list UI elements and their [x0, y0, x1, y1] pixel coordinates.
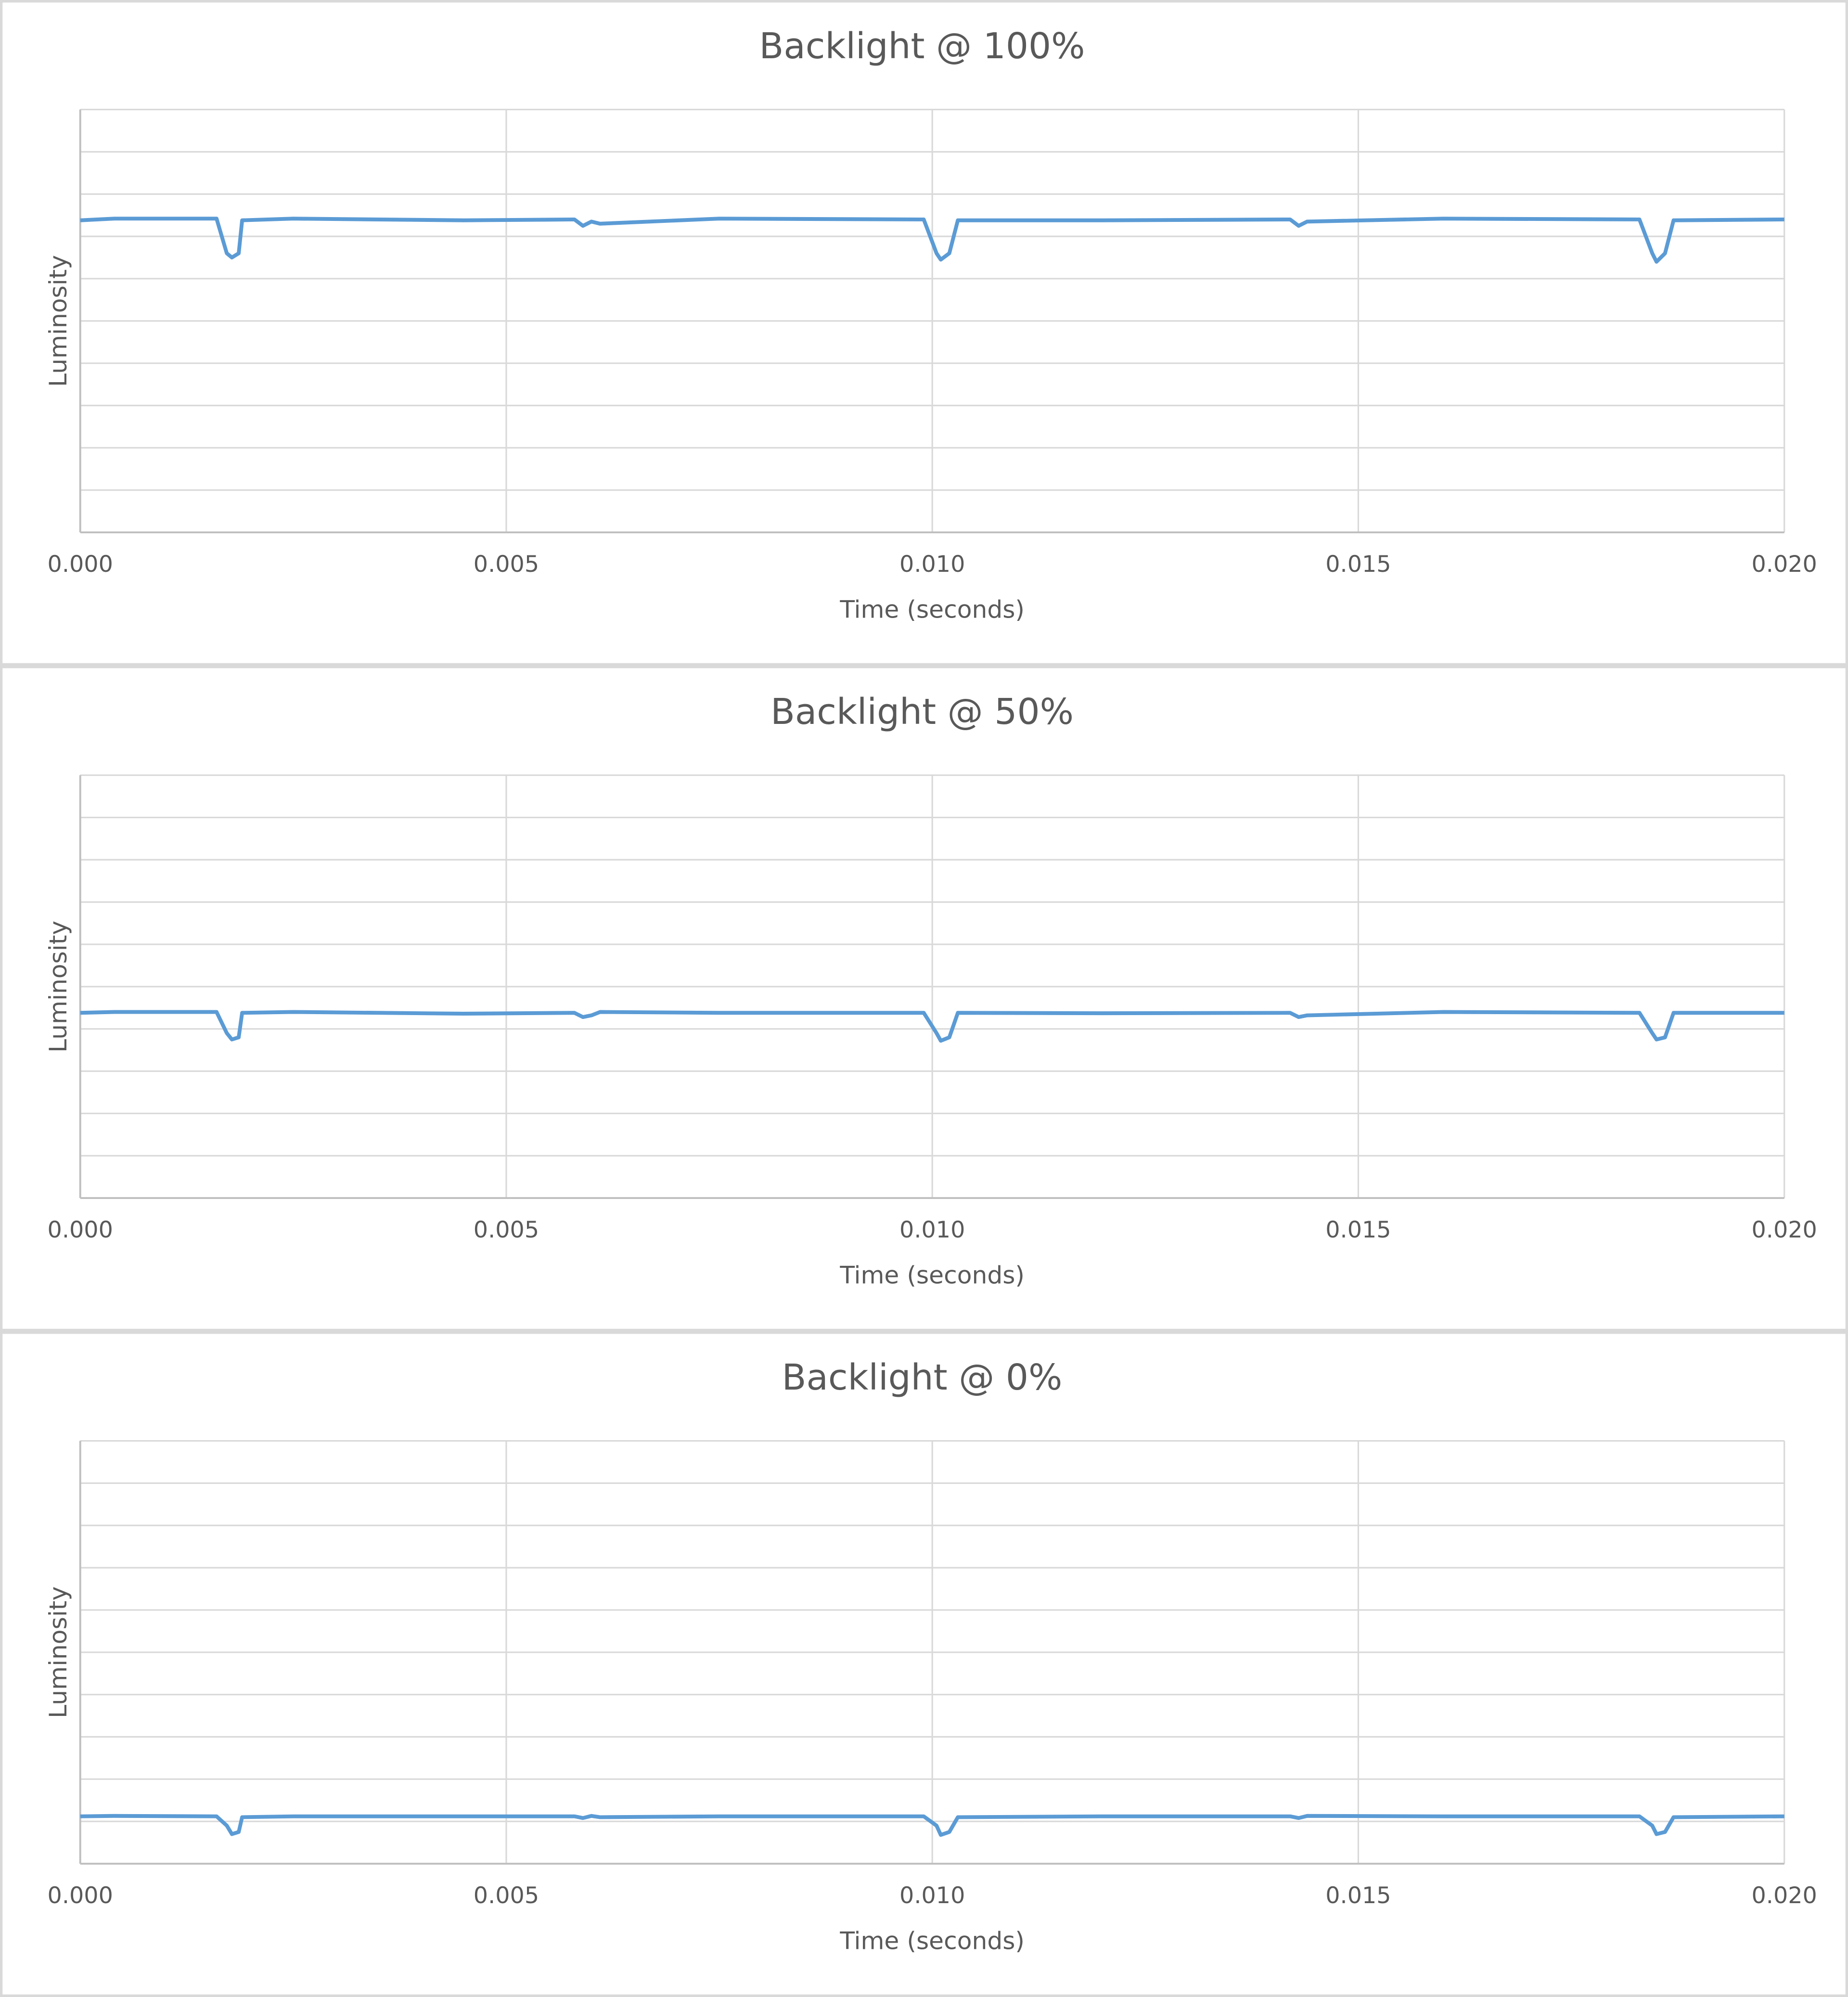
panel-border [0, 0, 1848, 666]
x-tick-label: 0.015 [1325, 1882, 1391, 1909]
chart-title: Backlight @ 100% [759, 26, 1085, 67]
data-line [80, 1814, 1784, 1837]
x-tick-label: 0.015 [1325, 551, 1391, 578]
y-axis-title: Luminosity [44, 1586, 72, 1718]
x-tick-label: 0.010 [899, 1217, 965, 1243]
y-axis-title: Luminosity [44, 255, 72, 387]
x-tick-label: 0.005 [474, 1882, 539, 1909]
x-tick-label: 0.020 [1752, 1882, 1817, 1909]
chart-title: Backlight @ 50% [770, 691, 1074, 733]
x-tick-label: 0.000 [48, 1882, 113, 1909]
x-tick-label: 0.005 [474, 1217, 539, 1243]
x-tick-label: 0.000 [48, 1217, 113, 1243]
x-tick-label: 0.020 [1752, 551, 1817, 578]
x-axis-title: Time (seconds) [839, 1261, 1025, 1289]
x-tick-label: 0.000 [48, 551, 113, 578]
x-tick-label: 0.010 [899, 1882, 965, 1909]
x-tick-label: 0.020 [1752, 1217, 1817, 1243]
x-tick-label: 0.015 [1325, 1217, 1391, 1243]
x-axis-title: Time (seconds) [839, 595, 1025, 624]
y-axis-title: Luminosity [44, 921, 72, 1053]
x-tick-label: 0.010 [899, 551, 965, 578]
data-line [80, 217, 1784, 264]
x-axis-title: Time (seconds) [839, 1927, 1025, 1955]
panel-border [0, 1331, 1848, 1997]
x-tick-label: 0.005 [474, 551, 539, 578]
chart-title: Backlight @ 0% [782, 1357, 1063, 1398]
data-line [80, 1010, 1784, 1043]
panel-border [0, 666, 1848, 1332]
